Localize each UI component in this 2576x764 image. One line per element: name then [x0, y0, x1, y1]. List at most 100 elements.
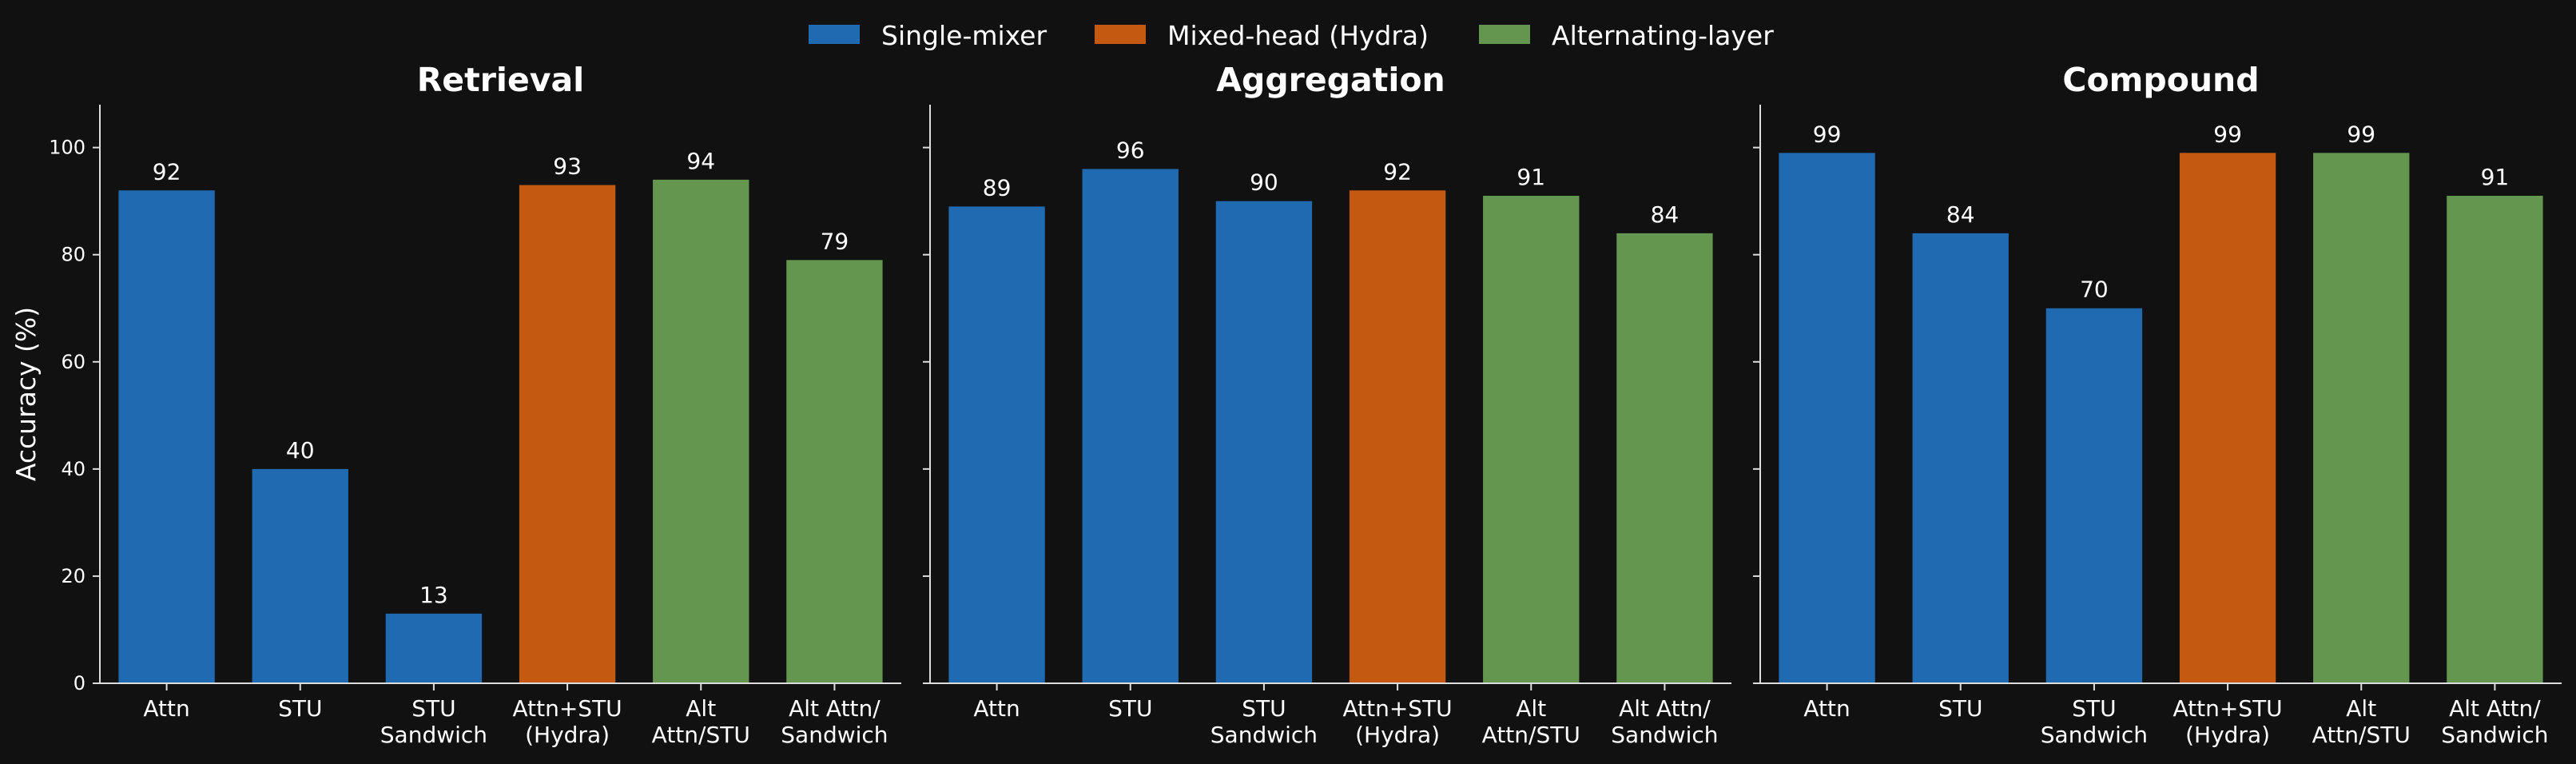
x-tick-label-line: Attn	[143, 695, 189, 722]
bar	[2045, 308, 2143, 683]
x-tick-label: STU Sandwich	[380, 695, 487, 748]
bar-value-label: 13	[419, 582, 448, 608]
bar	[1215, 201, 1313, 683]
x-tick-label-line: STU	[2072, 695, 2116, 722]
bar-value-label: 96	[1116, 137, 1145, 163]
bar	[118, 190, 215, 683]
bar-value-label: 91	[2481, 164, 2510, 190]
x-tick-label-line: (Hydra)	[2185, 722, 2270, 748]
y-tick-label: 40	[61, 458, 85, 480]
x-tick-label-line: Attn/STU	[2312, 722, 2411, 748]
legend-label: Alternating-layer	[1552, 20, 1774, 51]
bar-value-label: 90	[1250, 169, 1278, 196]
legend-item: Single-mixer	[809, 20, 1047, 51]
x-tick-label: Attn	[143, 695, 189, 722]
panel-1: Retrieval 92 40 13 93 94 79 0 20 40 60 80 100 Attn STU…	[10, 61, 901, 748]
bar-value-label: 92	[1383, 158, 1412, 185]
legend-label: Mixed-head (Hydra)	[1167, 20, 1429, 51]
x-tick-label-line: STU	[278, 695, 322, 722]
x-tick-label: Alt Attn/STU	[1482, 695, 1580, 748]
legend-swatch	[1095, 25, 1146, 44]
bar	[948, 206, 1045, 683]
x-tick-label-line: (Hydra)	[525, 722, 610, 748]
x-tick-label: STU Sandwich	[2041, 695, 2148, 748]
panel-2: Aggregation 89 96 90 92 91 84 Attn STU STU Sandwic…	[923, 61, 1731, 748]
bar	[385, 613, 483, 683]
x-tick-label-line: Sandwich	[1611, 722, 1718, 748]
y-tick-label: 100	[49, 137, 85, 159]
x-tick-label-line: Sandwich	[781, 722, 888, 748]
bar-value-label: 91	[1517, 164, 1545, 190]
x-tick-label: Alt Attn/Sandwich	[2441, 695, 2548, 748]
x-tick-label: STU	[1108, 695, 1152, 722]
x-tick-label: STU Sandwich	[1210, 695, 1318, 748]
bar-value-label: 79	[821, 228, 849, 254]
x-tick-label: Alt Attn/Sandwich	[1611, 695, 1718, 748]
bar	[653, 179, 749, 683]
x-tick-label-line: STU	[411, 695, 455, 722]
x-tick-label: Attn+STU (Hydra)	[2173, 695, 2282, 748]
bar	[1912, 233, 2009, 683]
x-tick-label: Attn	[1803, 695, 1850, 722]
bar	[1483, 195, 1580, 684]
x-tick-label: Alt Attn/STU	[2312, 695, 2411, 748]
bar-value-label: 92	[153, 158, 181, 185]
bar	[786, 260, 883, 683]
x-tick-label-line: STU	[1938, 695, 1982, 722]
bar-value-label: 40	[286, 437, 315, 464]
bar-value-label: 94	[686, 148, 715, 174]
legend: Single-mixer Mixed-head (Hydra) Alternatin…	[809, 20, 1774, 51]
x-tick-label-line: Alt	[2346, 695, 2376, 722]
y-tick-label: 60	[61, 351, 85, 373]
bar	[2447, 195, 2543, 684]
panel-title: Compound	[2062, 61, 2259, 99]
y-tick-label: 0	[74, 672, 85, 694]
x-tick-label: STU	[1938, 695, 1982, 722]
panel-title: Aggregation	[1216, 61, 1445, 99]
x-tick-label: Alt Attn/Sandwich	[781, 695, 888, 748]
bar	[1616, 233, 1713, 683]
legend-swatch	[1479, 25, 1530, 44]
x-tick-label-line: Attn+STU	[512, 695, 622, 722]
bar-value-label: 89	[983, 174, 1012, 201]
bar	[1349, 190, 1446, 683]
legend-swatch	[809, 25, 860, 44]
y-axis-label: Accuracy (%)	[10, 307, 42, 481]
bar-value-label: 84	[1651, 201, 1680, 228]
bar-value-label: 93	[553, 153, 582, 180]
panel-title: Retrieval	[417, 61, 585, 99]
bar-value-label: 99	[1813, 121, 1842, 147]
x-tick-label-line: STU	[1108, 695, 1152, 722]
legend-label: Single-mixer	[881, 20, 1047, 51]
x-tick-label-line: Alt Attn/	[789, 695, 881, 722]
x-tick-label: Attn	[973, 695, 1020, 722]
x-tick-label-line: Sandwich	[2441, 722, 2548, 748]
x-tick-label: STU	[278, 695, 322, 722]
y-tick-label: 80	[61, 244, 85, 266]
bar	[2179, 153, 2276, 684]
x-tick-label-line: Alt Attn/	[1619, 695, 1711, 722]
panels: Retrieval 92 40 13 93 94 79 0 20 40 60 80 100 Attn STU…	[10, 61, 2562, 748]
x-tick-label-line: Alt	[686, 695, 716, 722]
x-tick-label-line: Attn	[1803, 695, 1850, 722]
x-tick-label-line: Alt	[1516, 695, 1546, 722]
bar	[252, 468, 348, 683]
bar	[1779, 153, 1875, 684]
x-tick-label-line: (Hydra)	[1355, 722, 1440, 748]
legend-item: Alternating-layer	[1479, 20, 1774, 51]
legend-item: Mixed-head (Hydra)	[1095, 20, 1429, 51]
bar-value-label: 99	[2347, 121, 2375, 147]
x-tick-label-line: Sandwich	[1210, 722, 1318, 748]
x-tick-label-line: Attn/STU	[652, 722, 750, 748]
x-tick-label: Attn+STU (Hydra)	[512, 695, 622, 748]
bar-value-label: 70	[2080, 277, 2109, 303]
x-tick-label-line: Attn+STU	[2173, 695, 2282, 722]
bar	[519, 185, 616, 684]
bar-value-label: 99	[2213, 121, 2242, 147]
bar-value-label: 84	[1946, 201, 1975, 228]
x-tick-label: Alt Attn/STU	[652, 695, 750, 748]
x-tick-label-line: Sandwich	[2041, 722, 2148, 748]
